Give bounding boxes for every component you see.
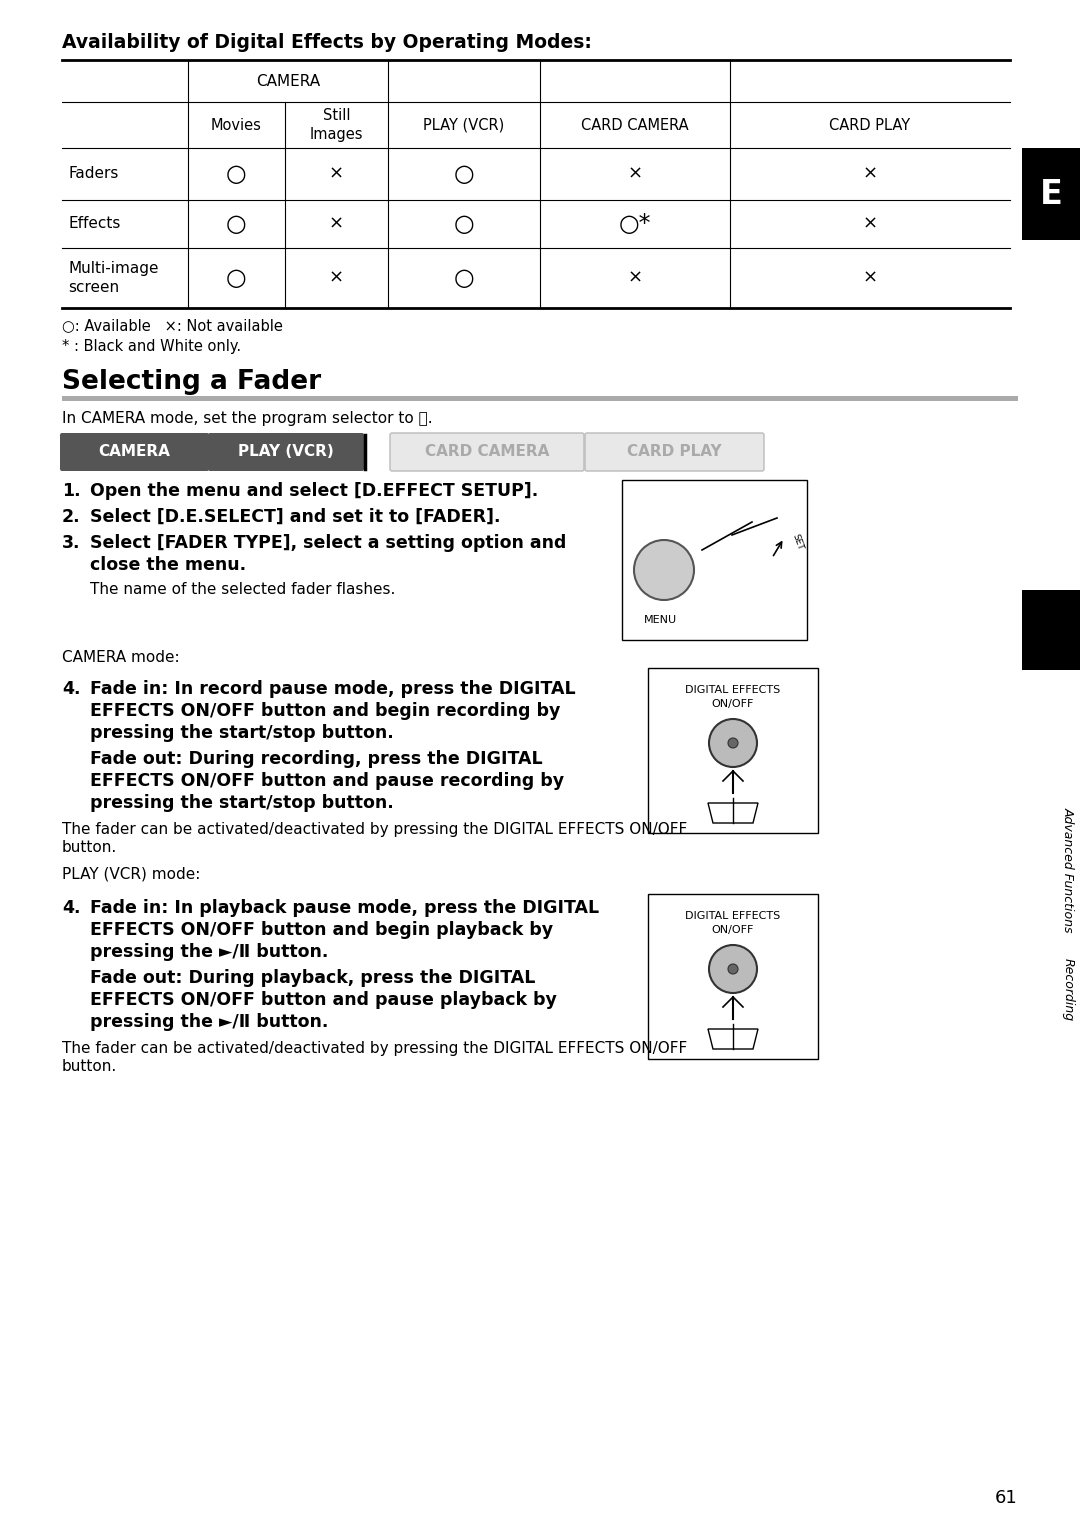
Bar xyxy=(648,668,818,833)
Text: ×: × xyxy=(627,165,643,183)
Text: Still
Images: Still Images xyxy=(310,108,363,142)
Text: DIGITAL EFFECTS: DIGITAL EFFECTS xyxy=(686,685,781,694)
Text: CARD PLAY: CARD PLAY xyxy=(829,118,910,133)
Text: ×: × xyxy=(329,269,345,287)
Text: CARD CAMERA: CARD CAMERA xyxy=(581,118,689,133)
Text: * : Black and White only.: * : Black and White only. xyxy=(62,339,241,354)
Text: ○: ○ xyxy=(226,162,247,186)
Text: 4.: 4. xyxy=(62,681,81,697)
Text: The fader can be activated/deactivated by pressing the DIGITAL EFFECTS ON/OFF: The fader can be activated/deactivated b… xyxy=(62,823,687,836)
Text: Multi-image
screen: Multi-image screen xyxy=(68,261,159,295)
Text: Fade out: During playback, press the DIGITAL: Fade out: During playback, press the DIG… xyxy=(90,969,536,987)
Text: CARD PLAY: CARD PLAY xyxy=(627,444,721,459)
Text: E: E xyxy=(1040,177,1063,211)
Text: The fader can be activated/deactivated by pressing the DIGITAL EFFECTS ON/OFF: The fader can be activated/deactivated b… xyxy=(62,1041,687,1056)
Text: ×: × xyxy=(627,269,643,287)
Text: pressing the start/stop button.: pressing the start/stop button. xyxy=(90,723,394,742)
Text: ○: ○ xyxy=(454,266,474,290)
FancyBboxPatch shape xyxy=(585,433,764,472)
Text: 2.: 2. xyxy=(62,508,81,526)
Text: 1.: 1. xyxy=(62,482,81,501)
Text: ○*: ○* xyxy=(619,212,651,237)
Circle shape xyxy=(728,739,738,748)
Text: 3.: 3. xyxy=(62,534,81,552)
Circle shape xyxy=(708,945,757,993)
Text: SET: SET xyxy=(789,533,805,551)
FancyBboxPatch shape xyxy=(208,433,364,472)
Text: Fade out: During recording, press the DIGITAL: Fade out: During recording, press the DI… xyxy=(90,749,542,768)
Text: ○: ○ xyxy=(226,212,247,237)
Text: EFFECTS ON/OFF button and begin recording by: EFFECTS ON/OFF button and begin recordin… xyxy=(90,702,561,720)
Bar xyxy=(1022,591,1080,670)
Text: CAMERA: CAMERA xyxy=(98,444,171,459)
Text: close the menu.: close the menu. xyxy=(90,555,246,574)
Text: ○: ○ xyxy=(454,162,474,186)
Text: CAMERA: CAMERA xyxy=(256,73,320,89)
Text: CARD CAMERA: CARD CAMERA xyxy=(424,444,550,459)
Text: CAMERA mode:: CAMERA mode: xyxy=(62,650,179,665)
Text: ×: × xyxy=(863,215,878,233)
Text: EFFECTS ON/OFF button and pause recording by: EFFECTS ON/OFF button and pause recordin… xyxy=(90,772,564,790)
Text: Select [D.E.SELECT] and set it to [FADER].: Select [D.E.SELECT] and set it to [FADER… xyxy=(90,508,500,526)
Text: PLAY (VCR): PLAY (VCR) xyxy=(423,118,504,133)
Text: Faders: Faders xyxy=(68,166,119,182)
Text: Select [FADER TYPE], select a setting option and: Select [FADER TYPE], select a setting op… xyxy=(90,534,566,552)
Text: ×: × xyxy=(329,215,345,233)
Bar xyxy=(648,894,818,1059)
Text: button.: button. xyxy=(62,839,118,855)
Text: MENU: MENU xyxy=(644,615,676,626)
Text: Availability of Digital Effects by Operating Modes:: Availability of Digital Effects by Opera… xyxy=(62,32,592,52)
Text: button.: button. xyxy=(62,1059,118,1074)
Text: Fade in: In record pause mode, press the DIGITAL: Fade in: In record pause mode, press the… xyxy=(90,681,576,697)
Text: ON/OFF: ON/OFF xyxy=(712,699,754,710)
Text: pressing the ►/Ⅱ button.: pressing the ►/Ⅱ button. xyxy=(90,943,328,961)
Text: EFFECTS ON/OFF button and begin playback by: EFFECTS ON/OFF button and begin playback… xyxy=(90,922,553,938)
Circle shape xyxy=(728,964,738,974)
Text: PLAY (VCR): PLAY (VCR) xyxy=(238,444,334,459)
Text: Movies: Movies xyxy=(211,118,262,133)
Circle shape xyxy=(634,540,694,600)
Text: Fade in: In playback pause mode, press the DIGITAL: Fade in: In playback pause mode, press t… xyxy=(90,899,599,917)
Text: PLAY (VCR) mode:: PLAY (VCR) mode: xyxy=(62,867,201,882)
Text: pressing the ►/Ⅱ button.: pressing the ►/Ⅱ button. xyxy=(90,1013,328,1032)
Polygon shape xyxy=(708,803,758,823)
Text: The name of the selected fader flashes.: The name of the selected fader flashes. xyxy=(90,581,395,597)
Text: pressing the start/stop button.: pressing the start/stop button. xyxy=(90,794,394,812)
Text: 4.: 4. xyxy=(62,899,81,917)
Text: Recording: Recording xyxy=(1062,958,1075,1021)
Bar xyxy=(1022,148,1080,240)
Text: ×: × xyxy=(863,269,878,287)
Text: ×: × xyxy=(863,165,878,183)
Circle shape xyxy=(708,719,757,768)
Text: ○: Available   ×: Not available: ○: Available ×: Not available xyxy=(62,319,283,334)
Bar xyxy=(622,481,807,639)
Text: In CAMERA mode, set the program selector to Ｐ.: In CAMERA mode, set the program selector… xyxy=(62,410,433,426)
Text: ○: ○ xyxy=(226,266,247,290)
Bar xyxy=(62,397,1018,401)
Text: ○: ○ xyxy=(454,212,474,237)
FancyBboxPatch shape xyxy=(390,433,584,472)
Text: EFFECTS ON/OFF button and pause playback by: EFFECTS ON/OFF button and pause playback… xyxy=(90,990,557,1009)
Text: 61: 61 xyxy=(996,1489,1018,1508)
Text: Advanced Functions: Advanced Functions xyxy=(1062,807,1075,932)
Polygon shape xyxy=(708,1029,758,1048)
FancyBboxPatch shape xyxy=(60,433,210,472)
Text: Selecting a Fader: Selecting a Fader xyxy=(62,369,321,395)
Text: Open the menu and select [D.EFFECT SETUP].: Open the menu and select [D.EFFECT SETUP… xyxy=(90,482,538,501)
Text: ON/OFF: ON/OFF xyxy=(712,925,754,935)
Text: Effects: Effects xyxy=(68,217,120,232)
Text: DIGITAL EFFECTS: DIGITAL EFFECTS xyxy=(686,911,781,922)
Text: ×: × xyxy=(329,165,345,183)
